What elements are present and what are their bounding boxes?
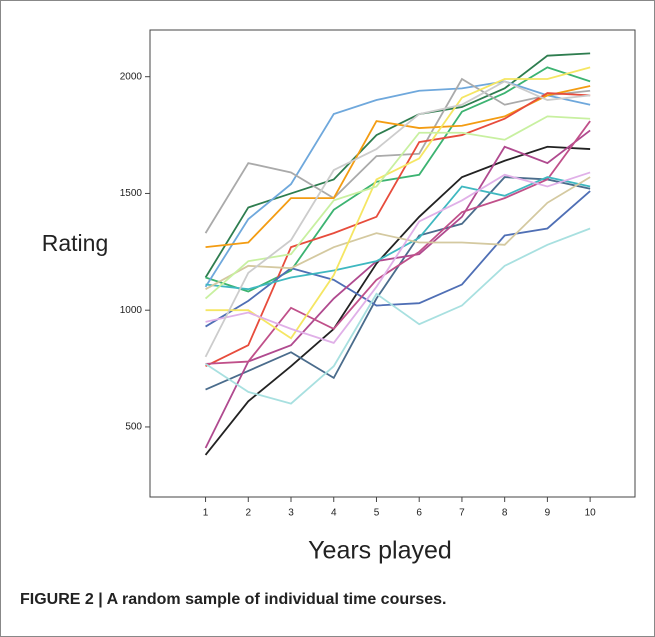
series-line [204,145,591,456]
series-line [205,227,591,405]
y-tick-label: 500 [125,422,142,433]
x-tick-label: 10 [585,508,597,519]
y-axis-label: Rating [42,230,108,256]
series-line [205,190,591,328]
series-line [204,129,591,449]
series-line [205,176,591,290]
x-tick-label: 7 [459,508,465,519]
series-line [205,176,591,291]
y-tick-label: 1000 [120,305,143,316]
x-axis-label: Years played [308,537,452,565]
x-tick-label: 8 [502,508,508,519]
x-tick-label: 6 [416,508,422,519]
series-line [204,80,591,358]
x-tick-label: 9 [545,508,551,519]
series-line [205,176,591,391]
x-tick-label: 5 [374,508,380,519]
x-tick-label: 4 [331,508,337,519]
plot-frame [149,29,636,498]
series-line [204,77,591,234]
y-tick-label: 2000 [120,71,143,82]
x-tick-label: 2 [246,508,252,519]
series-line [205,92,591,368]
series-line [204,115,591,300]
series-line [205,171,591,344]
series-line [205,120,591,365]
y-tick-label: 1500 [120,188,143,199]
x-tick-label: 1 [203,508,209,519]
x-tick-label: 3 [288,508,294,519]
series-line [205,66,591,340]
series-line [204,80,591,288]
caption: FIGURE 2 | A random sample of individual… [20,591,447,608]
